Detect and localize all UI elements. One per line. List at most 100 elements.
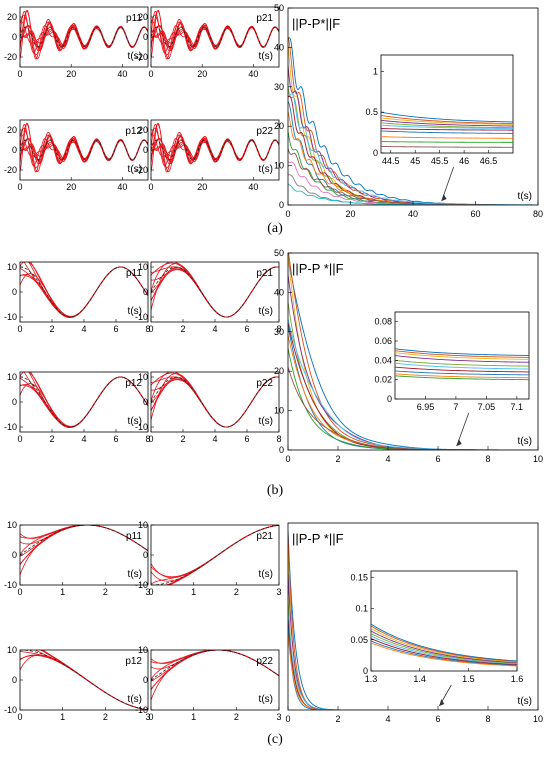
inset-series-line [394,375,530,381]
x-tick-label: 6 [435,714,440,724]
inset-series-line [370,633,518,664]
x-axis-label: t(s) [518,436,532,447]
inset-y-tick-label: 0 [387,394,392,404]
y-tick-label: 0 [12,145,17,155]
y-tick-label: 20 [138,12,148,22]
x-tick-label: 0 [285,714,290,724]
x-axis-label: t(s) [259,694,273,705]
x-axis-label: t(s) [128,164,142,175]
axes-box [287,252,539,451]
x-tick-label: 3 [276,587,281,597]
x-tick-label: 2 [234,587,239,597]
inset-series-line [394,370,530,376]
x-tick-label: 1 [60,587,65,597]
y-tick-label: 20 [274,121,284,131]
inset-x-tick-label: 46 [459,156,469,166]
y-tick-label: 10 [138,372,148,382]
x-tick-label: 20 [66,69,76,79]
trajectory-group [20,122,148,173]
x-tick-label: 10 [533,714,543,724]
x-axis-label: t(s) [259,416,273,427]
inset-box [370,570,518,672]
inset-series-line [380,136,514,139]
subplot-label: p22 [256,656,273,667]
inset-series-line [380,124,514,129]
arrow-head [439,699,445,706]
x-axis-label: t(s) [518,696,532,707]
reference-line [151,525,279,585]
inset-x-tick-label: 1.6 [511,674,524,684]
main-plot-title: ||P-P*||F [292,16,340,31]
inset-y-tick-label: 0.06 [374,336,392,346]
reference-line [151,139,279,161]
inset-x-tick-label: 46.5 [480,156,498,166]
x-tick-label: 2 [180,434,185,444]
y-tick-label: -10 [135,580,148,590]
x-tick-label: 0 [148,434,153,444]
inset-series-line [380,114,514,125]
x-tick-label: 60 [470,209,480,219]
inset-x-tick-label: 7.05 [478,402,496,412]
inset-plot: 6.95 7 7.05 7.1 0 0.02 0.04 0.06 0.08 [374,311,530,447]
x-tick-label: 6 [113,434,118,444]
main-plot-title: ||P-P *||F [292,261,344,276]
x-tick-label: 1 [191,712,196,722]
inset-y-tick-label: 0.02 [374,375,392,385]
inset-series-line [394,352,530,360]
y-tick-label: 0 [143,397,148,407]
subplot-label: p12 [125,126,142,137]
x-tick-label: 20 [197,69,207,79]
x-tick-label: 0 [17,324,22,334]
inset-y-tick-label: 0.15 [350,572,368,582]
x-tick-label: 4 [385,714,390,724]
x-tick-label: 0 [285,209,290,219]
panel-caption: (c) [267,732,283,747]
y-tick-label: 20 [7,125,17,135]
reference-line [20,266,148,318]
x-tick-label: 40 [408,209,418,219]
y-tick-label: -20 [135,165,148,175]
inset-series-line [380,111,514,123]
inset-series-line [370,642,518,667]
y-tick-label: -20 [4,165,17,175]
y-tick-label: -20 [4,52,17,62]
subplot-label: p12 [125,656,142,667]
x-tick-label: 20 [66,182,76,192]
x-tick-label: 6 [244,324,249,334]
inset-series-line [380,117,514,125]
main-plot-title: ||P-P *||F [292,531,344,546]
y-tick-label: 20 [138,125,148,135]
inset-series-line [370,635,518,665]
reference-line [20,139,148,161]
panel-caption: (b) [267,483,284,498]
inset-series-line [394,362,530,370]
inset-series-line [394,359,530,367]
arrow-head [441,194,447,201]
y-tick-label: 40 [274,42,284,52]
subplot-label: p11 [126,268,142,279]
x-axis-label: t(s) [259,164,273,175]
subplot-label: p21 [256,268,273,279]
x-tick-label: 2 [103,712,108,722]
y-tick-label: 0 [12,32,17,42]
inset-y-tick-label: 0.5 [365,107,378,117]
x-axis-label: t(s) [259,51,273,62]
y-tick-label: 0 [143,32,148,42]
trajectory-line [30,262,148,318]
reference-line [151,266,279,318]
x-tick-label: 3 [145,587,150,597]
x-tick-label: 8 [485,454,490,464]
subplot-label: p21 [256,531,273,542]
inset-series-line [394,373,530,379]
x-tick-label: 40 [248,69,258,79]
x-tick-label: 40 [117,182,127,192]
subplot-label: p11 [126,531,142,542]
y-tick-label: 10 [7,372,17,382]
reference-line [151,376,279,428]
y-tick-label: 0 [143,287,148,297]
arrow-head [456,439,462,446]
